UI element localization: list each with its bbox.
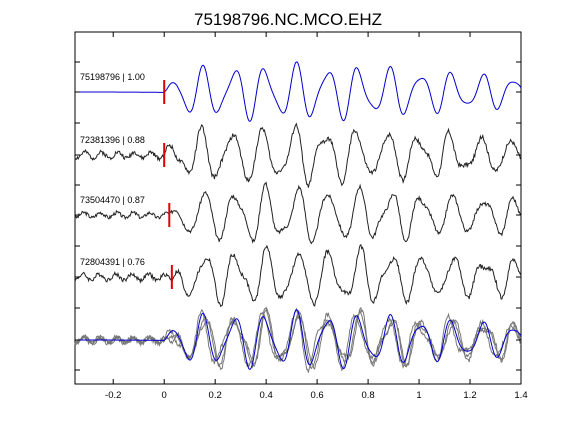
x-tick-label: 1.4 bbox=[514, 390, 527, 401]
stack-trace-line bbox=[74, 306, 522, 371]
x-tick-label: 0.8 bbox=[361, 390, 374, 401]
trace-group: 75198796 | 1.00 72381396 | 0.88 73504470 |… bbox=[74, 61, 522, 373]
trace-line bbox=[74, 181, 522, 245]
x-tick-label: 1.2 bbox=[463, 390, 476, 401]
x-tick-label: -0.2 bbox=[105, 390, 121, 401]
trace-label: 72381396 | 0.88 bbox=[80, 135, 145, 145]
x-tick-label: 0.4 bbox=[260, 390, 273, 401]
x-tick-label: 0.2 bbox=[209, 390, 222, 401]
stack-trace-line bbox=[75, 309, 522, 370]
x-axis: -0.2 0 0.2 0.4 0.6 0.8 1 1.2 1.4 bbox=[105, 32, 528, 401]
trace-line bbox=[74, 243, 522, 308]
trace-line bbox=[75, 61, 522, 122]
trace-label: 72804391 | 0.76 bbox=[80, 257, 145, 267]
plot-frame bbox=[74, 31, 522, 385]
trace-label: 75198796 | 1.00 bbox=[80, 72, 145, 82]
x-tick-label: 1 bbox=[416, 390, 421, 401]
y-axis-ticks bbox=[75, 31, 521, 371]
x-tick-label: 0 bbox=[162, 390, 167, 401]
trace-line bbox=[74, 122, 522, 188]
chart-title: 75198796.NC.MCO.EHZ bbox=[193, 10, 383, 29]
x-tick-label: 0.6 bbox=[311, 390, 324, 401]
trace-label: 73504470 | 0.87 bbox=[80, 195, 145, 205]
